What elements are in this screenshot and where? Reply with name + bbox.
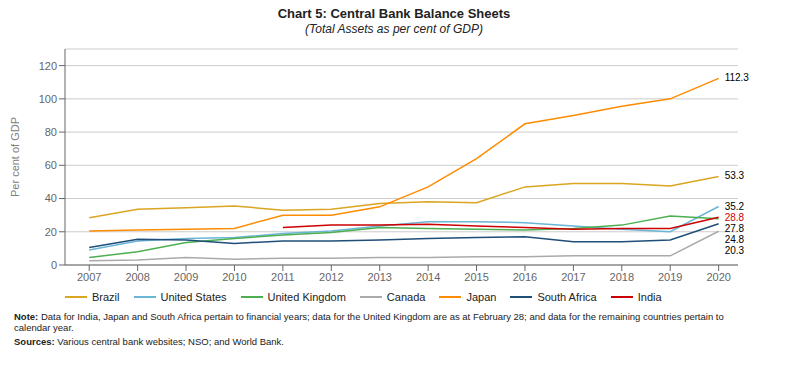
html-text:(Total Assets as per cent of G: (Total Assets as per cent of GDP) [305,22,483,36]
html-text:53.3: 53.3 [724,170,745,182]
svg-text:Per cent of GDP: Per cent of GDP [9,117,21,197]
html-text:Japan: Japan [466,291,497,303]
html-text:27.8: 27.8 [724,222,745,234]
svg-text:2009: 2009 [174,271,198,283]
svg-text:2018: 2018 [610,271,634,283]
svg-text:2010: 2010 [222,271,246,283]
html-text:Chart 5: Central Bank Balance: Chart 5: Central Bank Balance Sheets [277,6,511,21]
html-text:Brazil: Brazil [92,291,120,303]
html-text:35.2: 35.2 [724,200,745,212]
svg-text:2007: 2007 [77,271,101,283]
svg-text:2020: 2020 [706,271,730,283]
svg-text:2017: 2017 [561,271,585,283]
html-text:United States: United States [160,291,227,303]
svg-text:2008: 2008 [125,271,149,283]
svg-text:2016: 2016 [513,271,537,283]
html-text:20.3: 20.3 [724,244,745,256]
svg-text:2013: 2013 [367,271,391,283]
html-text:28.8: 28.8 [724,211,745,223]
html-text:112.3: 112.3 [724,72,749,84]
html-text:South Africa: South Africa [537,291,597,303]
svg-text:2011: 2011 [271,271,295,283]
svg-text:100: 100 [39,93,57,105]
svg-text:2012: 2012 [319,271,343,283]
html-text:United Kingdom: United Kingdom [267,291,346,303]
html-text:Sources: Various central bank: Sources: Various central bank websites; … [14,336,284,347]
svg-text:80: 80 [45,126,57,138]
svg-text:60: 60 [45,159,57,171]
svg-text:20: 20 [45,226,57,238]
html-text:Canada: Canada [386,291,426,303]
html-text:Note: Data for India, Japan an: Note: Data for India, Japan and South Af… [14,311,724,333]
svg-text:2015: 2015 [464,271,488,283]
svg-text:2019: 2019 [658,271,682,283]
svg-text:0: 0 [51,259,57,271]
html-text:24.8: 24.8 [724,233,745,245]
svg-text:40: 40 [45,192,57,204]
svg-text:120: 120 [39,60,57,72]
svg-text:2014: 2014 [416,271,440,283]
html-text:India: India [637,291,662,303]
